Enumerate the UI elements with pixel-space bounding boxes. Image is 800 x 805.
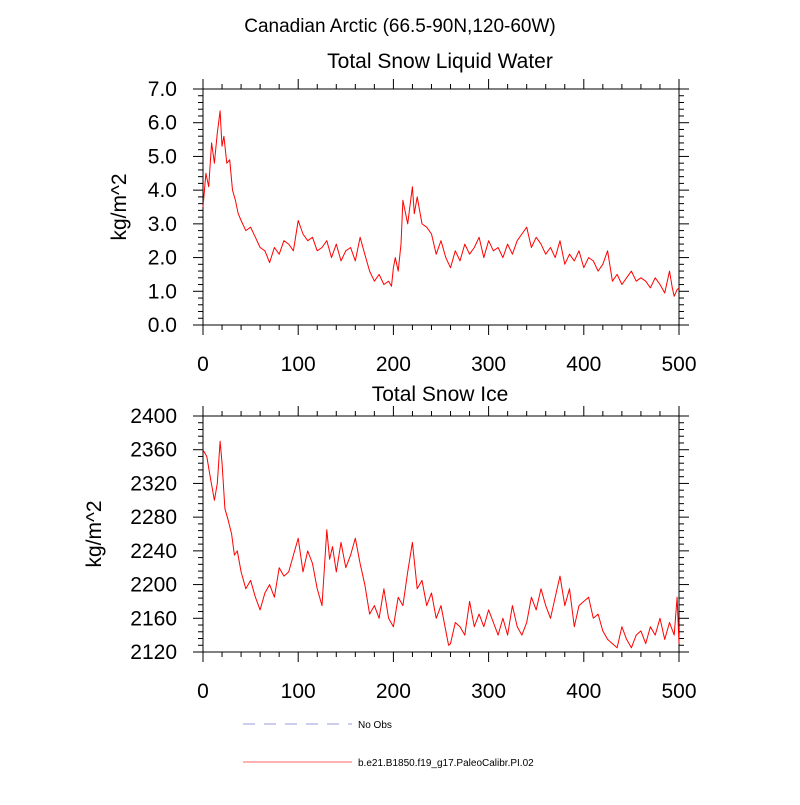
y-tick-label: 2320 [130, 472, 177, 495]
plot-area-liquid-water: 0 100 200 300 400 500 0.0 1.0 2.0 3.0 4.0 5.0 6.0 7.0 [148, 78, 697, 376]
y-tick-label: 7.0 [148, 78, 177, 101]
y-tick-label: 2120 [130, 641, 177, 664]
y-tick-label: 5.0 [148, 145, 177, 168]
panel-title-snow-ice: Total Snow Ice [372, 383, 509, 406]
legend: No Obs b.e21.B1850.f19_g17.PaleoCalibr.P… [243, 720, 534, 769]
legend-label-model: b.e21.B1850.f19_g17.PaleoCalibr.PI.02 [358, 758, 534, 769]
y-tick-label: 1.0 [148, 280, 177, 303]
y-axis-label-snow-ice: kg/m^2 [83, 500, 106, 567]
y-tick-label: 2280 [130, 506, 177, 529]
x-tick-label: 200 [376, 353, 411, 376]
y-tick-label: 2.0 [148, 247, 177, 270]
y-tick-label: 2160 [130, 607, 177, 630]
y-tick-label: 2200 [130, 574, 177, 597]
panel-snow-liquid-water: Total Snow Liquid Water kg/m^2 0 100 200 30… [108, 50, 697, 376]
y-tick-label: 2400 [130, 405, 177, 428]
plot-frame [202, 415, 680, 653]
x-tick-label: 300 [471, 353, 506, 376]
plot-area-snow-ice: 0 100 200 300 400 500 2120 2160 2200 2240 2280 2320… [130, 405, 696, 703]
series-line [202, 110, 680, 297]
x-tick-label: 0 [197, 680, 209, 703]
y-tick-label: 2360 [130, 439, 177, 462]
y-tick-label: 4.0 [148, 179, 177, 202]
x-tick-label: 0 [197, 353, 209, 376]
x-tick-label: 400 [566, 680, 601, 703]
x-tick-label: 100 [281, 353, 316, 376]
x-tick-label: 300 [471, 680, 506, 703]
y-axis-label-liquid-water: kg/m^2 [108, 173, 131, 240]
x-tick-label: 500 [661, 680, 696, 703]
plot-frame [202, 88, 680, 326]
x-tick-label: 500 [661, 353, 696, 376]
series-line [202, 440, 680, 649]
y-tick-label: 3.0 [148, 213, 177, 236]
y-tick-label: 0.0 [148, 314, 177, 337]
y-tick-label: 2240 [130, 540, 177, 563]
x-tick-label: 200 [376, 680, 411, 703]
x-tick-label: 400 [566, 353, 601, 376]
panel-title-liquid-water: Total Snow Liquid Water [327, 50, 553, 73]
legend-label-no-obs: No Obs [358, 720, 392, 731]
figure-title: Canadian Arctic (66.5-90N,120-60W) [244, 16, 556, 37]
y-tick-label: 6.0 [148, 112, 177, 135]
panel-snow-ice: Total Snow Ice kg/m^2 0 100 200 300 400 500 21… [83, 383, 697, 703]
x-tick-label: 100 [281, 680, 316, 703]
